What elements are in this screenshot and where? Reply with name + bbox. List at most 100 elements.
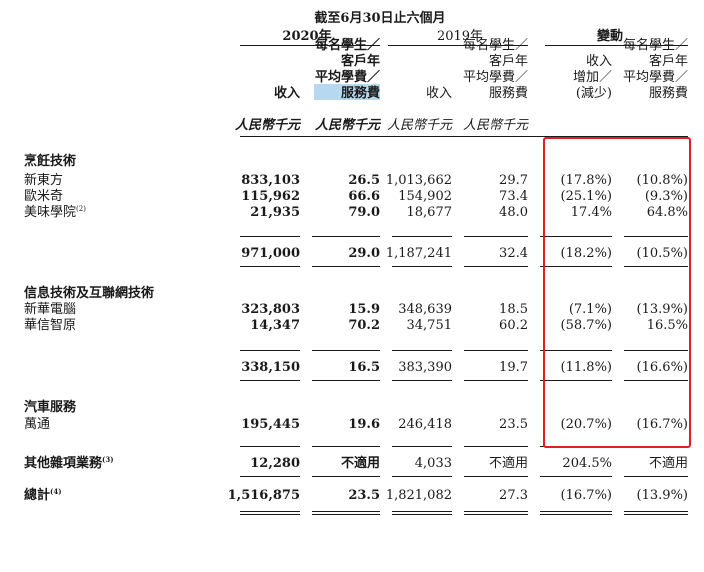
cell-c1: 323,803 (241, 302, 300, 317)
row-label: 新華電腦 (24, 302, 77, 317)
cell-c6: 不適用 (648, 456, 688, 471)
cell-c3: 348,639 (398, 302, 452, 317)
subtotal-rule (540, 350, 612, 351)
col-head-c6: 客戶年 (648, 54, 688, 69)
cell-c3: 246,418 (398, 417, 452, 432)
row-label: 萬通 (24, 417, 51, 432)
col-head-c2: 服務費 (340, 86, 380, 101)
subtotal-underline (624, 476, 688, 477)
cell-c5: (25.1%) (560, 189, 612, 204)
cell-c1: 833,103 (241, 173, 300, 188)
cell-c1: 115,962 (241, 189, 300, 204)
year-2020-header: 2020年 (282, 29, 332, 44)
total-double-rule (392, 511, 452, 515)
subtotal-underline (392, 380, 452, 381)
subtotal-rule (540, 236, 612, 237)
period-header: 截至6月30日止六個月 (314, 11, 446, 26)
cell-c2: 不適用 (340, 456, 380, 471)
col-head-c5: 收入 (585, 54, 612, 69)
cell-c6: 64.8% (646, 205, 688, 220)
cell-c3: 383,390 (398, 360, 452, 375)
cell-c2: 66.6 (348, 189, 380, 204)
subtotal-underline (624, 266, 688, 267)
cell-c4: 32.4 (499, 246, 528, 261)
cell-c2: 29.0 (348, 246, 380, 261)
row-label: 其他雜項業務(3) (24, 455, 114, 471)
subtotal-underline (464, 380, 528, 381)
cell-c6: (16.6%) (636, 360, 688, 375)
cell-c5: (17.8%) (560, 173, 612, 188)
cell-c1: 971,000 (241, 246, 300, 261)
col-head-c2: 客戶年 (340, 54, 380, 69)
subtotal-rule (624, 236, 688, 237)
cell-c2: 23.5 (348, 488, 380, 503)
row-label: 華信智原 (24, 318, 77, 333)
annotation-box (543, 137, 691, 448)
cell-c2: 16.5 (348, 360, 380, 375)
total-double-rule (624, 511, 688, 515)
col-head-c5: 增加／ (572, 70, 612, 85)
subtotal-rule (392, 446, 452, 447)
cell-c5: 17.4% (570, 205, 612, 220)
total-double-rule (464, 511, 528, 515)
cell-c4: 19.7 (499, 360, 528, 375)
unit-label-c3: 人民幣千元 (386, 118, 452, 133)
footnote-ref: (4) (50, 487, 62, 496)
cell-c3: 34,751 (406, 318, 453, 333)
col-head-c2: 平均學費／ (314, 70, 380, 85)
subtotal-underline (240, 476, 300, 477)
cell-c3: 1,187,241 (385, 246, 452, 261)
cell-c4: 48.0 (499, 205, 528, 220)
subtotal-underline (392, 476, 452, 477)
cell-c5: (58.7%) (560, 318, 612, 333)
col-head-c5: (減少) (575, 86, 612, 101)
cell-c4: 18.5 (499, 302, 528, 317)
total-double-rule (540, 511, 612, 515)
cell-c6: (9.3%) (644, 189, 688, 204)
footnote-ref: (3) (102, 455, 114, 464)
col-head-c2: 每名學生／ (314, 38, 380, 53)
subtotal-rule (240, 350, 300, 351)
col-head-c4: 每名學生／ (462, 38, 528, 53)
cell-c6: (10.5%) (636, 246, 688, 261)
cell-c6: (10.8%) (636, 173, 688, 188)
subtotal-rule (240, 236, 300, 237)
cell-c3: 1,013,662 (385, 173, 452, 188)
cell-c3: 18,677 (406, 205, 453, 220)
subtotal-rule (392, 236, 452, 237)
subtotal-underline (312, 266, 380, 267)
cell-c5: (18.2%) (560, 246, 612, 261)
cell-c6: (13.9%) (636, 488, 688, 503)
cell-c1: 14,347 (250, 318, 300, 333)
subtotal-underline (464, 266, 528, 267)
col-head-c3: 收入 (425, 86, 452, 101)
subtotal-underline (464, 476, 528, 477)
header-rule (240, 136, 688, 137)
cell-c1: 21,935 (250, 205, 300, 220)
cell-c1: 1,516,875 (227, 488, 300, 503)
row-label: 信息技術及互聯網技術 (24, 286, 155, 301)
change-header: 變動 (596, 29, 623, 44)
rule-change (545, 45, 688, 46)
cell-c1: 12,280 (250, 456, 300, 471)
highlight-marker (314, 84, 380, 100)
cell-c2: 70.2 (348, 318, 380, 333)
cell-c6: (13.9%) (636, 302, 688, 317)
total-double-rule (312, 511, 380, 515)
cell-c4: 27.3 (499, 488, 528, 503)
cell-c4: 不適用 (488, 456, 528, 471)
col-head-c4: 客戶年 (488, 54, 528, 69)
cell-c6: (16.7%) (636, 417, 688, 432)
cell-c2: 79.0 (348, 205, 380, 220)
col-head-c4: 服務費 (488, 86, 528, 101)
subtotal-underline (624, 380, 688, 381)
subtotal-underline (540, 266, 612, 267)
col-head-c6: 服務費 (648, 86, 688, 101)
cell-c2: 26.5 (348, 173, 380, 188)
subtotal-underline (312, 380, 380, 381)
subtotal-rule (464, 446, 528, 447)
subtotal-underline (392, 266, 452, 267)
cell-c2: 19.6 (348, 417, 380, 432)
cell-c6: 16.5% (646, 318, 688, 333)
row-label: 總計(4) (24, 487, 62, 503)
